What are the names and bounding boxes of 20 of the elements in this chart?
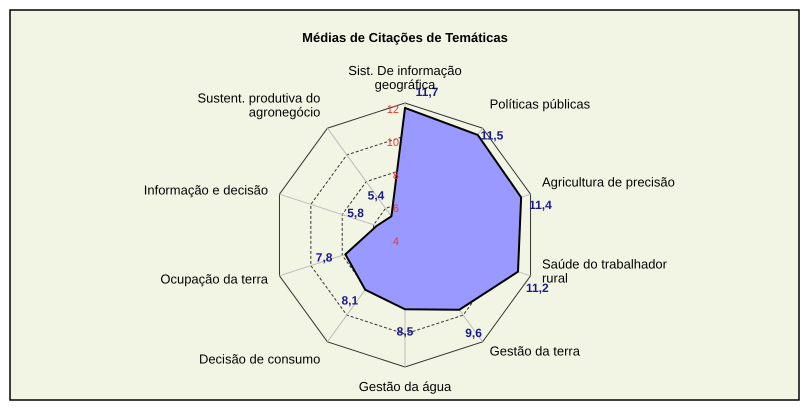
spoke-label: Decisão de consumo [198,352,320,366]
spoke-label: Sustent. produtiva do agronegócio [198,90,320,120]
data-label: 8,1 [341,294,358,308]
y-tick-label: 6 [392,203,399,215]
chart-title: Médias de Citações de Temáticas [302,30,508,45]
spoke-label: Agricultura de precisão [542,174,675,190]
data-label: 9,6 [465,326,482,340]
spoke-label: Ocupação da terra [160,272,269,286]
data-label: 5,8 [347,206,364,220]
y-tick-label: 10 [386,137,399,149]
data-label: 5,4 [368,188,385,202]
spoke-label: Gestão da água [358,379,452,394]
spoke-label: Políticas públicas [490,96,591,112]
spoke-label: Gestão da terra [490,344,581,358]
spoke-label: Informação e decisão [144,182,268,198]
data-label: 7,8 [316,250,333,264]
data-label: 11,2 [526,281,549,296]
y-tick-label: 12 [386,104,399,116]
y-tick-label: 4 [392,236,399,248]
data-label: 8,5 [396,324,414,338]
